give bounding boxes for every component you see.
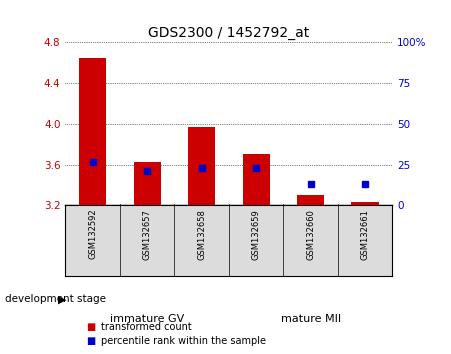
Title: GDS2300 / 1452792_at: GDS2300 / 1452792_at <box>148 26 309 40</box>
Text: GSM132659: GSM132659 <box>252 209 261 259</box>
Bar <box>351 202 379 205</box>
Bar <box>133 161 161 205</box>
Bar <box>188 127 215 205</box>
Text: ■: ■ <box>86 336 95 346</box>
Text: development stage: development stage <box>5 294 106 304</box>
Text: GSM132660: GSM132660 <box>306 209 315 260</box>
Text: GSM132661: GSM132661 <box>361 209 370 260</box>
Bar <box>79 58 106 205</box>
Text: immature GV: immature GV <box>110 314 184 324</box>
Text: ▶: ▶ <box>58 295 66 305</box>
Text: GSM132658: GSM132658 <box>197 209 206 260</box>
Bar <box>243 154 270 205</box>
Text: GSM132592: GSM132592 <box>88 209 97 259</box>
Text: ■: ■ <box>86 322 95 332</box>
Text: percentile rank within the sample: percentile rank within the sample <box>101 336 267 346</box>
Text: transformed count: transformed count <box>101 322 192 332</box>
Text: GSM132657: GSM132657 <box>143 209 152 260</box>
Text: mature MII: mature MII <box>281 314 341 324</box>
Bar <box>297 195 324 205</box>
